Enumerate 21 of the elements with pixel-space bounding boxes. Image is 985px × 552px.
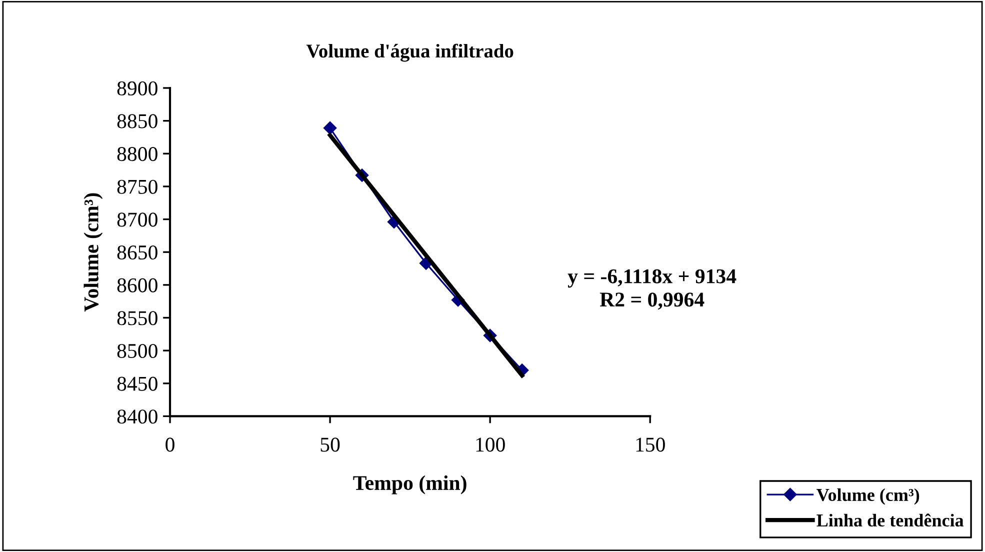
y-tick-label: 8450 [117, 376, 158, 391]
x-tick-label: 0 [166, 438, 174, 452]
y-tick-label: 8550 [117, 311, 158, 326]
y-tick-label: 8850 [117, 114, 158, 128]
y-tick-label: 8900 [117, 81, 158, 96]
annotation: y = -6,1118x + 9134 R2 = 0,9964 [568, 269, 736, 310]
legend-label: Volume (cm³) [816, 488, 920, 505]
y-tick-label: 8400 [117, 410, 158, 424]
y-tick-label: 8750 [117, 180, 158, 194]
chart-title: Volume d'água infiltrado [306, 44, 514, 62]
y-tick-label: 8700 [117, 212, 158, 227]
y-tick-label: 8800 [117, 147, 158, 162]
y-axis-title: Volume (cm³) [84, 193, 103, 312]
y-tick-label: 8500 [117, 344, 158, 358]
x-axis-title: Tempo (min) [353, 475, 466, 494]
x-tick-label: 100 [476, 438, 505, 452]
x-tick-label: 50 [320, 438, 340, 452]
x-tick-label: 150 [636, 438, 665, 452]
y-tick-label: 8650 [117, 245, 158, 260]
legend-label: Linha de tendência [816, 514, 964, 527]
y-tick-label: 8600 [117, 278, 158, 292]
